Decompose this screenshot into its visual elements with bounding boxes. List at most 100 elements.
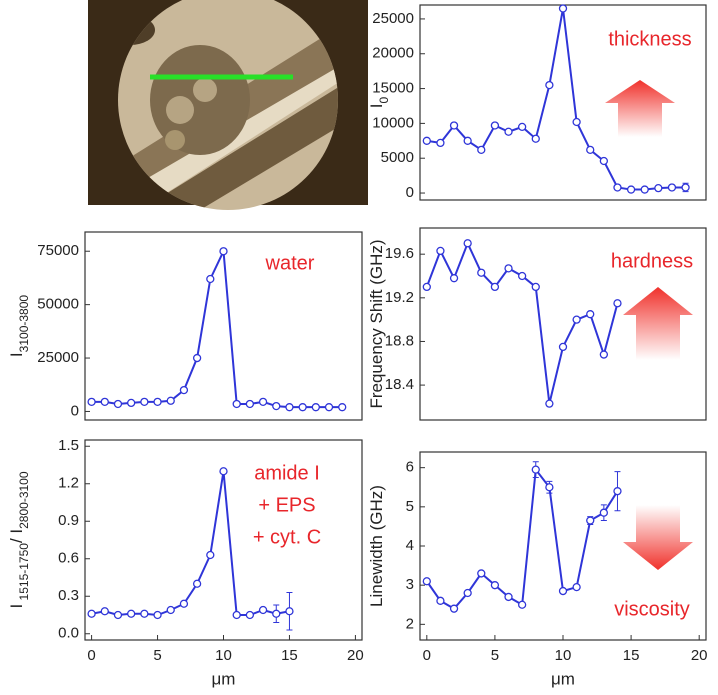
y-tick-label: 50000 — [37, 296, 79, 313]
y-tick-label: 0.0 — [58, 625, 79, 642]
data-point — [667, 183, 677, 192]
annotation: viscosity — [614, 598, 690, 620]
data-point — [504, 592, 513, 602]
x-tick-label: 10 — [555, 647, 572, 664]
data-point — [599, 156, 609, 166]
x-axis-label: μm — [551, 669, 575, 688]
y-tick-label: 18.4 — [385, 376, 414, 393]
data-point — [127, 609, 136, 618]
plot-frame — [419, 227, 707, 421]
data-point — [449, 604, 459, 613]
y-tick-label: 0.3 — [58, 587, 79, 604]
y-tick-label: 10000 — [372, 114, 414, 131]
annotation: amide I — [254, 462, 320, 484]
data-point — [285, 403, 294, 412]
y-axis-label-part: 1515-1750 — [17, 543, 31, 604]
data-line — [425, 467, 619, 610]
data-point — [517, 271, 527, 281]
data-point — [338, 403, 347, 412]
data-point — [87, 609, 96, 618]
data-point — [572, 315, 581, 324]
y-axis-label-part: I — [7, 604, 26, 609]
data-point — [545, 399, 554, 408]
y-tick-label: 0 — [71, 402, 79, 419]
data-point — [504, 264, 513, 273]
data-point — [477, 145, 486, 155]
data-point — [206, 550, 215, 560]
data-point — [640, 185, 649, 194]
annotation: water — [265, 252, 315, 274]
annotation: hardness — [611, 250, 693, 272]
y-tick-label: 19.2 — [385, 289, 414, 306]
y-axis-label-part: / I — [7, 529, 26, 543]
data-point — [153, 610, 162, 620]
data-point — [490, 581, 500, 590]
data-point — [436, 138, 445, 148]
data-point — [572, 117, 581, 127]
data-point — [681, 183, 690, 192]
arrow-up — [623, 287, 693, 360]
y-axis-label: I3100-3800 — [7, 295, 31, 357]
data-point — [258, 605, 268, 615]
data-point — [232, 610, 241, 620]
data-point — [613, 183, 622, 192]
data-point — [100, 397, 109, 406]
data-point — [463, 136, 472, 145]
data-point — [558, 342, 568, 352]
data-point — [558, 4, 568, 13]
data-point — [87, 397, 96, 406]
data-point — [113, 610, 123, 620]
data-point — [192, 579, 202, 588]
data-point — [586, 310, 595, 319]
y-axis-label: I 1515-1750/ I2800-3100 — [7, 471, 31, 608]
data-point — [285, 607, 294, 616]
data-point — [298, 403, 307, 412]
y-tick-label: 5 — [406, 498, 414, 515]
y-tick-label: 25000 — [372, 10, 414, 27]
y-axis-label-part: 0 — [377, 96, 391, 103]
data-point — [113, 399, 123, 409]
x-tick-label: 0 — [423, 647, 431, 664]
data-point — [504, 127, 513, 136]
y-axis-label-part: Frequency Shift (GHz) — [367, 239, 386, 408]
data-point — [179, 385, 189, 395]
data-point — [586, 516, 595, 525]
data-point — [140, 397, 149, 406]
data-point — [531, 282, 540, 292]
data-point — [179, 599, 189, 608]
data-point — [449, 121, 459, 130]
x-tick-label: 20 — [347, 647, 364, 664]
arrow-up — [605, 80, 675, 137]
data-point — [166, 605, 175, 615]
y-tick-label: 0.6 — [58, 550, 79, 567]
data-point — [626, 185, 636, 194]
data-point — [422, 577, 431, 586]
y-tick-label: 0 — [406, 184, 414, 201]
data-point — [613, 487, 622, 496]
data-point — [558, 586, 568, 596]
x-tick-label: 0 — [87, 647, 95, 664]
y-axis-label-part: 2800-3100 — [17, 471, 31, 529]
data-line — [91, 471, 290, 617]
data-point — [272, 401, 281, 411]
y-tick-label: 20000 — [372, 45, 414, 62]
y-axis-label-part: 3100-3800 — [17, 295, 31, 353]
y-axis-label-part: Linewidth (GHz) — [367, 485, 386, 607]
data-point — [422, 282, 431, 292]
data-line — [425, 240, 619, 404]
y-tick-label: 1.2 — [58, 475, 79, 492]
y-axis-label: I0 — [367, 96, 391, 108]
data-point — [517, 122, 527, 132]
x-axis-label: μm — [212, 669, 236, 688]
y-tick-label: 75000 — [37, 242, 79, 259]
data-point — [477, 569, 486, 578]
data-point — [531, 465, 540, 474]
y-tick-label: 1.5 — [58, 437, 79, 454]
data-point — [613, 299, 622, 308]
data-point — [245, 610, 255, 620]
y-axis-label-part: I — [7, 352, 26, 357]
data-point — [219, 247, 228, 256]
data-point — [436, 596, 445, 605]
data-point — [272, 609, 281, 618]
